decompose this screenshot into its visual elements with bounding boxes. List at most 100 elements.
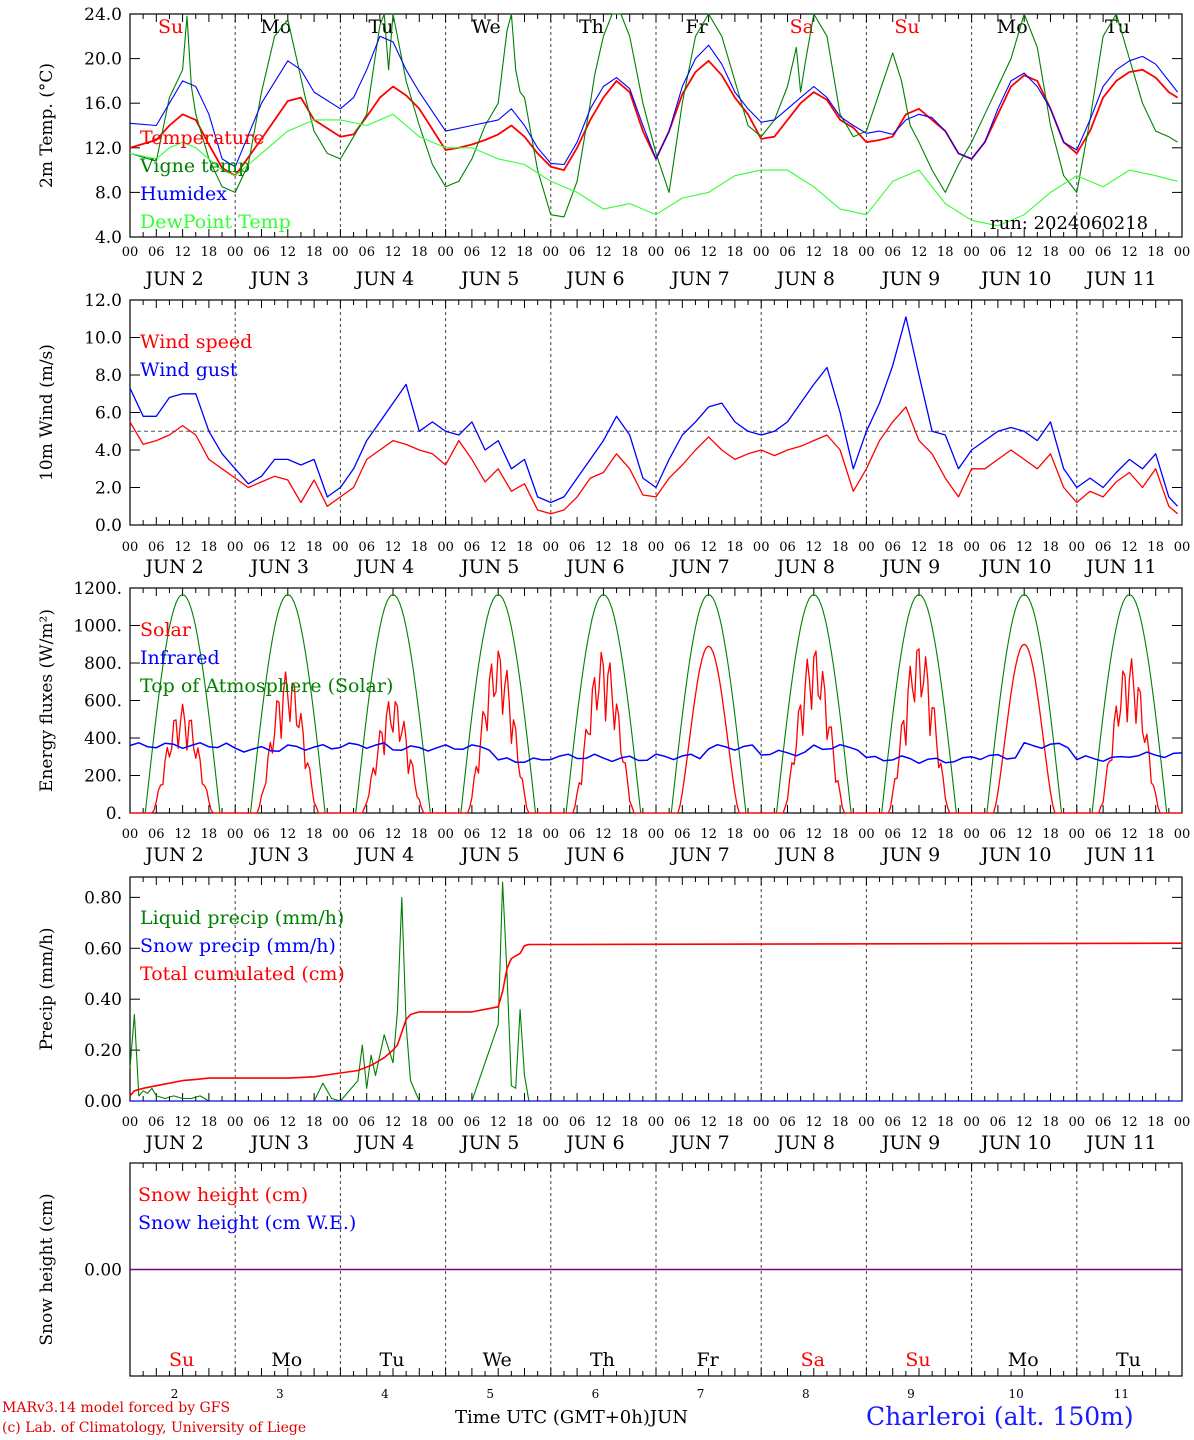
legend-item: Wind gust: [140, 359, 238, 381]
hour-tick-label: 12: [490, 540, 507, 555]
hour-tick-label: 18: [516, 540, 533, 555]
hour-tick-label: 12: [1121, 540, 1138, 555]
legend-item: Snow precip (mm/h): [140, 935, 336, 957]
hour-tick-label: 18: [1147, 540, 1164, 555]
hour-tick-label: 06: [148, 1115, 165, 1130]
date-label: JUN 3: [249, 1132, 309, 1154]
hour-tick-label: 12: [385, 245, 402, 260]
hour-tick-label: 18: [937, 1115, 954, 1130]
weekday-label: Mo: [271, 1349, 302, 1371]
weekday-label: Sa: [790, 16, 814, 38]
y-tick-label: 0.60: [84, 939, 122, 959]
x-axis-title: Time UTC (GMT+0h)JUN: [455, 1407, 688, 1428]
day-number-label: 8: [802, 1387, 810, 1401]
hour-tick-label: 06: [464, 245, 481, 260]
hour-tick-label: 18: [1042, 827, 1059, 842]
hour-tick-label: 12: [700, 1115, 717, 1130]
run-label: run: 2024060218: [990, 213, 1148, 234]
date-label: JUN 10: [979, 1132, 1051, 1154]
hour-tick-label: 18: [411, 827, 428, 842]
hour-tick-label: 06: [779, 245, 796, 260]
hour-tick-label: 00: [543, 245, 560, 260]
hour-tick-label: 18: [727, 245, 744, 260]
hour-tick-label: 12: [385, 540, 402, 555]
lab-credit: (c) Lab. of Climatology, University of L…: [2, 1420, 307, 1436]
series-liquid-precip-mm-h-: [129, 881, 1182, 1102]
hour-tick-label: 00: [332, 540, 349, 555]
hour-tick-label: 06: [358, 827, 375, 842]
weekday-label: Mo: [997, 16, 1028, 38]
date-label: JUN 7: [669, 556, 729, 578]
hour-tick-label: 12: [806, 245, 823, 260]
hour-tick-label: 12: [174, 827, 191, 842]
hour-tick-label: 12: [174, 540, 191, 555]
legend-item: Vigne temp: [139, 155, 250, 177]
hour-tick-label: 06: [358, 245, 375, 260]
hour-tick-label: 00: [963, 1115, 980, 1130]
y-tick-label: 0.00: [84, 1092, 122, 1112]
hour-tick-label: 18: [937, 245, 954, 260]
date-label: JUN 2: [143, 844, 203, 866]
legend-item: DewPoint Temp: [140, 211, 291, 233]
series-humidex: [129, 35, 1179, 168]
x-axis-month: JUN: [649, 1407, 689, 1428]
hour-tick-label: 18: [1147, 245, 1164, 260]
date-label: JUN 9: [880, 556, 940, 578]
hour-tick-label: 12: [385, 1115, 402, 1130]
hour-tick-label: 18: [201, 1115, 218, 1130]
y-tick-label: 20.0: [84, 50, 122, 70]
hour-tick-label: 12: [806, 1115, 823, 1130]
day-number-label: 11: [1114, 1387, 1129, 1401]
hour-tick-label: 18: [201, 245, 218, 260]
hour-tick-label: 18: [201, 540, 218, 555]
hour-tick-label: 00: [1069, 540, 1086, 555]
weekday-label: Mo: [1008, 1349, 1039, 1371]
hour-tick-label: 06: [990, 540, 1007, 555]
y-tick-label: 0.0: [95, 516, 122, 536]
weekday-label: Th: [579, 16, 604, 38]
hour-tick-label: 00: [437, 1115, 454, 1130]
hour-tick-label: 12: [911, 540, 928, 555]
date-label: JUN 2: [143, 556, 203, 578]
hour-tick-label: 00: [963, 827, 980, 842]
hour-tick-label: 06: [884, 1115, 901, 1130]
date-label: JUN 9: [880, 268, 940, 290]
hour-tick-label: 06: [884, 245, 901, 260]
hour-tick-label: 18: [1042, 540, 1059, 555]
hour-tick-label: 12: [700, 540, 717, 555]
hour-tick-label: 12: [1121, 245, 1138, 260]
date-label: JUN 10: [979, 268, 1051, 290]
date-label: JUN 10: [979, 844, 1051, 866]
day-number-label: 3: [276, 1387, 284, 1401]
hour-tick-label: 18: [727, 1115, 744, 1130]
y-tick-label: 10.0: [84, 329, 122, 349]
hour-tick-label: 00: [122, 540, 139, 555]
hour-tick-label: 18: [621, 540, 638, 555]
panel-frame-2: [129, 299, 1183, 526]
hour-tick-label: 00: [648, 827, 665, 842]
legend-item: Temperature: [140, 127, 264, 149]
hour-tick-label: 18: [832, 540, 849, 555]
hour-tick-label: 06: [674, 540, 691, 555]
hour-tick-label: 12: [1121, 827, 1138, 842]
hour-tick-label: 00: [227, 540, 244, 555]
hour-tick-label: 06: [253, 245, 270, 260]
hour-tick-label: 06: [1095, 540, 1112, 555]
hour-tick-label: 00: [963, 245, 980, 260]
hour-tick-label: 00: [1174, 540, 1191, 555]
weekday-label: Su: [169, 1349, 194, 1371]
hour-tick-label: 12: [595, 540, 612, 555]
date-label: JUN 5: [459, 1132, 519, 1154]
series-total-cumulated-cm-: [129, 942, 1183, 1097]
hour-tick-label: 00: [858, 540, 875, 555]
hour-tick-label: 12: [490, 245, 507, 260]
hour-tick-label: 00: [1174, 1115, 1191, 1130]
weekday-label: Fr: [696, 1349, 719, 1371]
date-label: JUN 6: [564, 844, 624, 866]
hour-tick-label: 06: [674, 1115, 691, 1130]
legend-item: Top of Atmosphere (Solar): [140, 675, 393, 697]
hour-tick-label: 00: [437, 245, 454, 260]
hour-tick-label: 12: [490, 827, 507, 842]
hour-tick-label: 06: [148, 827, 165, 842]
hour-tick-label: 18: [516, 1115, 533, 1130]
